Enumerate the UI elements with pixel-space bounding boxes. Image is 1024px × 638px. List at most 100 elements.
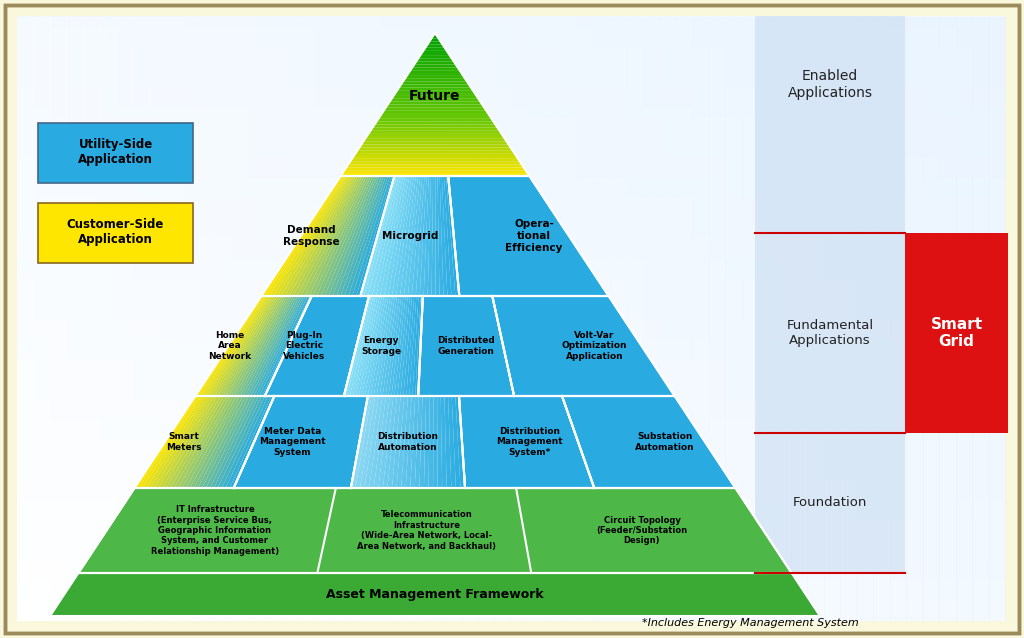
Polygon shape (351, 396, 372, 488)
Polygon shape (365, 176, 398, 296)
Text: Enabled
Applications: Enabled Applications (787, 70, 872, 100)
Polygon shape (437, 396, 442, 488)
Bar (17, 469, 1005, 480)
Polygon shape (356, 176, 394, 296)
Bar (17, 530, 1005, 540)
Bar (215, 17, 232, 621)
Bar (17, 540, 1005, 551)
Bar (955, 17, 973, 621)
Text: Circuit Topology
(Feeder/Substation
Design): Circuit Topology (Feeder/Substation Desi… (596, 516, 687, 545)
Polygon shape (369, 396, 386, 488)
Polygon shape (435, 176, 439, 296)
Polygon shape (353, 153, 516, 156)
Bar (17, 237, 1005, 249)
Polygon shape (215, 296, 278, 396)
Polygon shape (400, 296, 412, 396)
Polygon shape (386, 105, 484, 107)
Bar (17, 77, 1005, 87)
Polygon shape (437, 176, 443, 296)
Polygon shape (367, 133, 503, 136)
Polygon shape (217, 296, 280, 396)
Polygon shape (416, 296, 423, 396)
Polygon shape (350, 159, 520, 161)
Bar (17, 26, 1005, 37)
Bar (165, 17, 182, 621)
Polygon shape (407, 296, 417, 396)
Polygon shape (459, 396, 594, 488)
Polygon shape (374, 296, 392, 396)
Polygon shape (562, 396, 735, 488)
Polygon shape (426, 45, 444, 47)
Bar (17, 157, 1005, 168)
Polygon shape (265, 176, 345, 296)
Bar (17, 36, 1005, 47)
Polygon shape (388, 176, 412, 296)
Polygon shape (388, 101, 482, 105)
Bar (17, 147, 1005, 158)
Polygon shape (493, 296, 675, 396)
Bar (755, 16, 905, 573)
Polygon shape (444, 396, 452, 488)
Polygon shape (371, 296, 390, 396)
Polygon shape (368, 296, 388, 396)
Bar (758, 17, 775, 621)
Polygon shape (256, 296, 307, 396)
Bar (17, 56, 1005, 68)
Bar (17, 499, 1005, 510)
Polygon shape (228, 296, 288, 396)
Polygon shape (285, 176, 355, 296)
Polygon shape (365, 396, 382, 488)
Bar (17, 96, 1005, 108)
Polygon shape (190, 396, 243, 488)
Bar (281, 17, 298, 621)
Bar (972, 17, 989, 621)
Text: Distribution
Automation: Distribution Automation (378, 433, 438, 452)
Bar (17, 389, 1005, 399)
Polygon shape (420, 176, 429, 296)
Polygon shape (413, 296, 421, 396)
Polygon shape (50, 573, 820, 616)
Bar (643, 17, 660, 621)
Bar (17, 187, 1005, 198)
Polygon shape (372, 176, 403, 296)
Polygon shape (361, 296, 384, 396)
Bar (17, 549, 1005, 561)
Bar (17, 580, 1005, 591)
Polygon shape (348, 161, 522, 165)
Bar (17, 87, 1005, 98)
Text: Distribution
Management
System*: Distribution Management System* (497, 427, 563, 457)
Polygon shape (293, 176, 360, 296)
Polygon shape (375, 122, 496, 124)
Bar (17, 519, 1005, 530)
Polygon shape (408, 176, 422, 296)
Bar (413, 17, 430, 621)
Polygon shape (411, 68, 460, 70)
Bar (495, 17, 512, 621)
Polygon shape (229, 396, 274, 488)
Polygon shape (355, 151, 514, 153)
Polygon shape (220, 296, 282, 396)
Bar (181, 17, 199, 621)
Bar (17, 298, 1005, 309)
Bar (17, 489, 1005, 500)
Polygon shape (246, 296, 300, 396)
Bar (313, 17, 331, 621)
Polygon shape (321, 176, 375, 296)
Bar (659, 17, 677, 621)
Polygon shape (380, 176, 408, 296)
Polygon shape (428, 176, 433, 296)
Bar (17, 107, 1005, 117)
Bar (116, 17, 133, 621)
Bar (17, 17, 35, 621)
Polygon shape (225, 396, 271, 488)
Bar (905, 233, 1008, 433)
Polygon shape (360, 396, 379, 488)
Polygon shape (329, 176, 379, 296)
Polygon shape (357, 147, 512, 151)
Polygon shape (261, 176, 343, 296)
Polygon shape (422, 50, 449, 53)
Polygon shape (352, 176, 392, 296)
Bar (774, 17, 792, 621)
Bar (17, 368, 1005, 380)
Polygon shape (383, 396, 397, 488)
